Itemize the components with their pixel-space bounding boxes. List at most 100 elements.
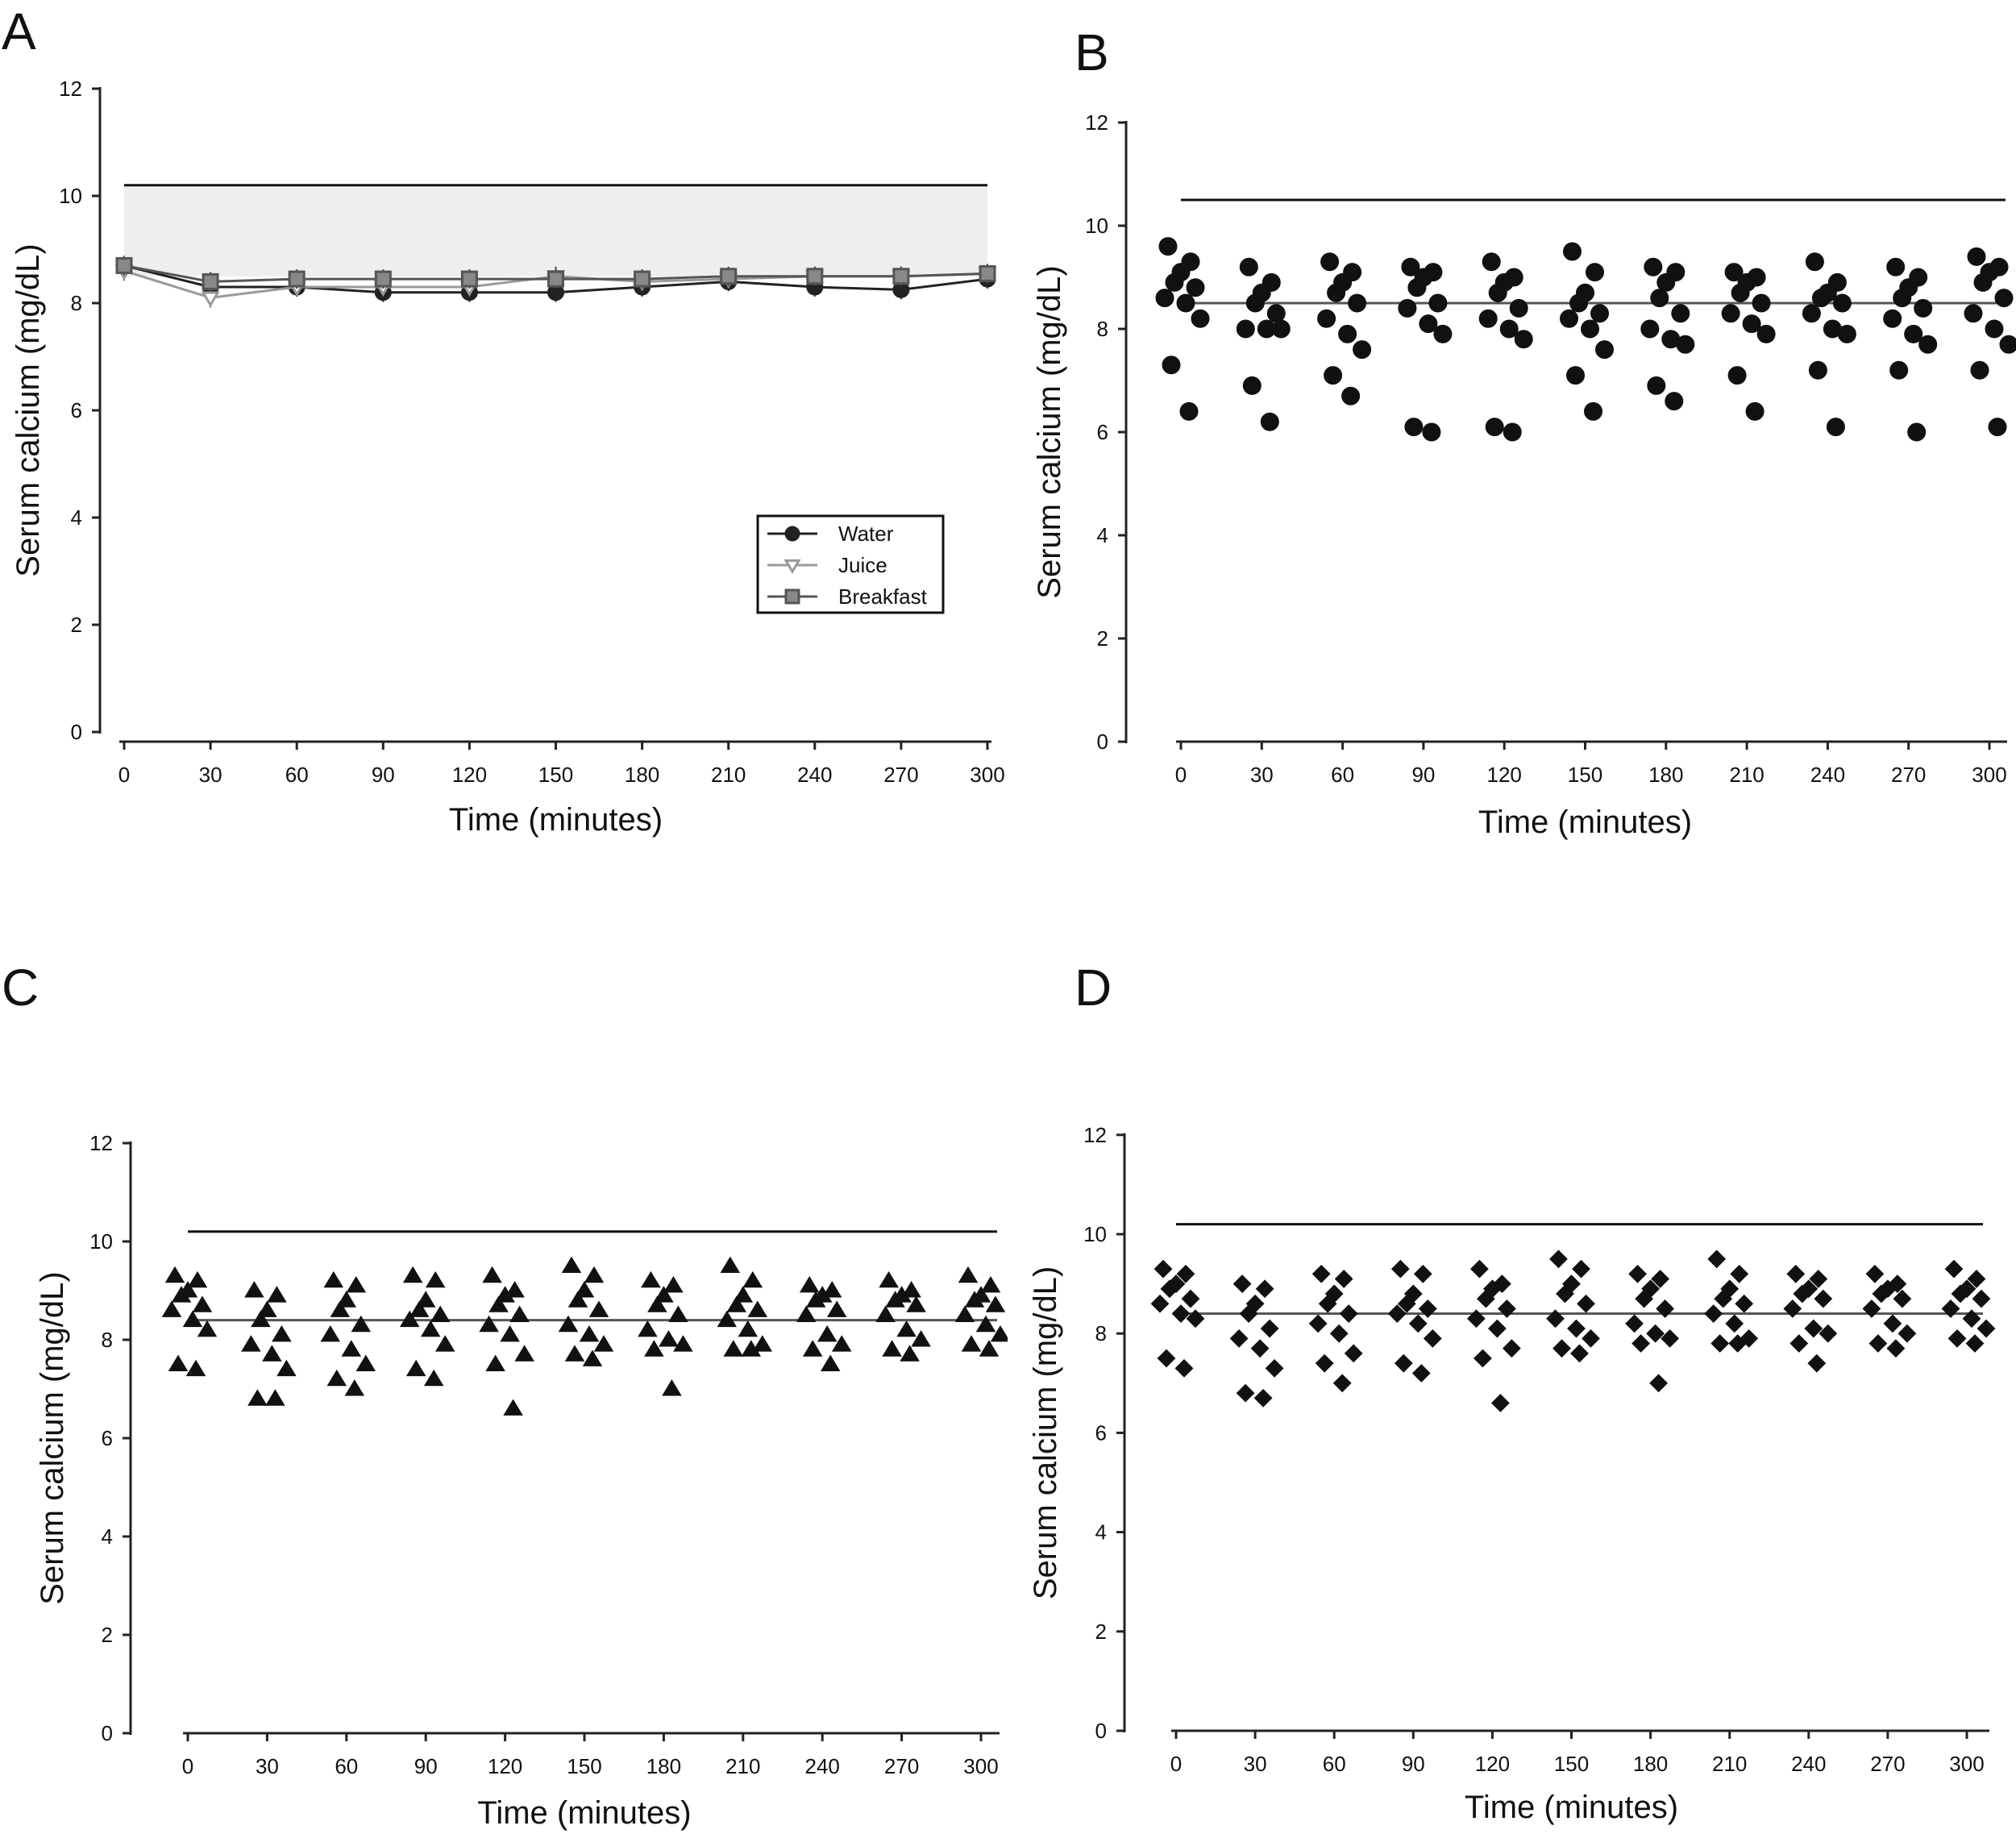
data-point	[1478, 309, 1498, 328]
data-point	[1651, 1270, 1670, 1288]
data-point	[567, 1291, 588, 1308]
data-point	[344, 1379, 365, 1396]
x-tick-label: 240	[805, 1754, 840, 1778]
data-point	[1731, 283, 1750, 302]
data-point	[1656, 272, 1676, 292]
panel-d: D 0 2 4 6 8 10 12 0 30 60 90 120 150 180 210 240 270 300 T…	[1008, 919, 2016, 1838]
data-point	[1893, 1289, 1912, 1308]
data-point	[1914, 298, 1933, 318]
data-point	[1339, 1304, 1358, 1323]
data-point	[1174, 1358, 1194, 1378]
data-point	[906, 1295, 926, 1312]
x-tick-label: 180	[625, 763, 659, 787]
normal-range-band	[124, 185, 987, 277]
data-point	[961, 1335, 982, 1352]
data-point	[409, 1300, 430, 1317]
x-axis-title: Time (minutes)	[1478, 805, 1692, 840]
data-point	[257, 1300, 277, 1317]
data-point	[430, 1305, 451, 1322]
data-point	[1728, 1334, 1748, 1353]
data-point	[267, 1286, 287, 1303]
x-axis-title: Time (minutes)	[1465, 1790, 1678, 1825]
data-point	[1320, 252, 1340, 272]
data-point	[1904, 324, 1923, 343]
y-tick-label: 6	[1095, 1420, 1107, 1445]
data-point	[831, 1335, 852, 1352]
data-point	[1883, 1314, 1902, 1333]
data-point	[964, 1291, 985, 1308]
data-point	[742, 1270, 763, 1288]
data-point	[197, 1320, 218, 1337]
data-point	[1972, 1289, 1991, 1308]
data-point	[1809, 1270, 1828, 1288]
data-point	[1725, 1314, 1744, 1333]
data-point	[741, 1340, 762, 1357]
data-point	[1236, 319, 1255, 339]
data-point	[1665, 392, 1684, 411]
legend-label-breakfast: Breakfast	[838, 584, 928, 609]
data-point	[323, 1270, 344, 1288]
x-tick-label: 90	[1411, 763, 1435, 787]
data-point	[187, 1270, 208, 1288]
data-point	[1497, 1299, 1516, 1318]
data-point	[1647, 376, 1666, 395]
data-point	[505, 1281, 525, 1298]
x-tick-label: 90	[414, 1754, 438, 1778]
data-point	[1232, 1275, 1252, 1294]
data-point	[1191, 309, 1210, 328]
data-point	[659, 1330, 679, 1347]
data-point	[326, 1369, 347, 1387]
data-point-breakfast	[460, 270, 478, 288]
data-point	[1253, 1388, 1273, 1408]
y-tick-label: 2	[1097, 626, 1108, 651]
y-tick-label: 8	[71, 291, 82, 315]
data-point	[638, 1320, 658, 1337]
data-point	[1150, 1294, 1170, 1313]
data-point	[1999, 335, 2016, 354]
x-tick-label: 300	[970, 763, 1004, 787]
x-tick-label: 90	[372, 763, 395, 787]
y-tick-label: 0	[102, 1721, 113, 1745]
x-axis-title: Time (minutes)	[449, 802, 663, 838]
data-point	[802, 1340, 823, 1357]
data-point	[1586, 263, 1604, 282]
data-point	[1318, 1294, 1337, 1313]
data-point	[1422, 422, 1441, 442]
data-point	[1640, 319, 1660, 339]
data-point	[1469, 1259, 1489, 1279]
data-point	[1819, 1324, 1838, 1343]
x-axis-title: Time (minutes)	[477, 1795, 691, 1831]
data-point	[826, 1300, 847, 1317]
data-point	[1951, 1284, 1970, 1304]
data-point	[1886, 1339, 1906, 1358]
data-point	[1832, 293, 1852, 313]
data-point	[1742, 314, 1761, 334]
data-point	[1407, 278, 1427, 297]
data-point	[1907, 422, 1927, 442]
data-point	[1181, 1289, 1200, 1308]
y-tick-label: 6	[71, 398, 82, 422]
data-point	[1944, 1259, 1964, 1279]
data-point	[673, 1335, 693, 1352]
y-tick-label: 8	[1097, 317, 1108, 341]
data-point	[330, 1300, 351, 1317]
data-point	[420, 1320, 441, 1337]
data-point	[1341, 386, 1361, 405]
data-point	[1805, 252, 1824, 272]
y-tick-label: 4	[102, 1524, 113, 1549]
panel-b: B 0 2 4 6 8 10 12 0 30 60 90 120 150 180 210 240 270 300 T…	[1008, 0, 2016, 919]
data-point	[1793, 1284, 1812, 1304]
data-point	[1994, 289, 2014, 308]
x-tick-label: 180	[646, 1754, 681, 1778]
data-point	[647, 1295, 667, 1312]
data-point	[1413, 1264, 1432, 1283]
data-point-breakfast	[115, 256, 133, 274]
data-point	[262, 1345, 282, 1362]
data-point	[161, 1300, 182, 1317]
x-tick-label: 300	[963, 1754, 998, 1778]
data-point	[1569, 293, 1588, 313]
data-point	[1329, 1324, 1349, 1343]
data-point	[1398, 298, 1417, 318]
data-point	[1162, 356, 1181, 375]
y-tick-label: 8	[1095, 1321, 1107, 1345]
